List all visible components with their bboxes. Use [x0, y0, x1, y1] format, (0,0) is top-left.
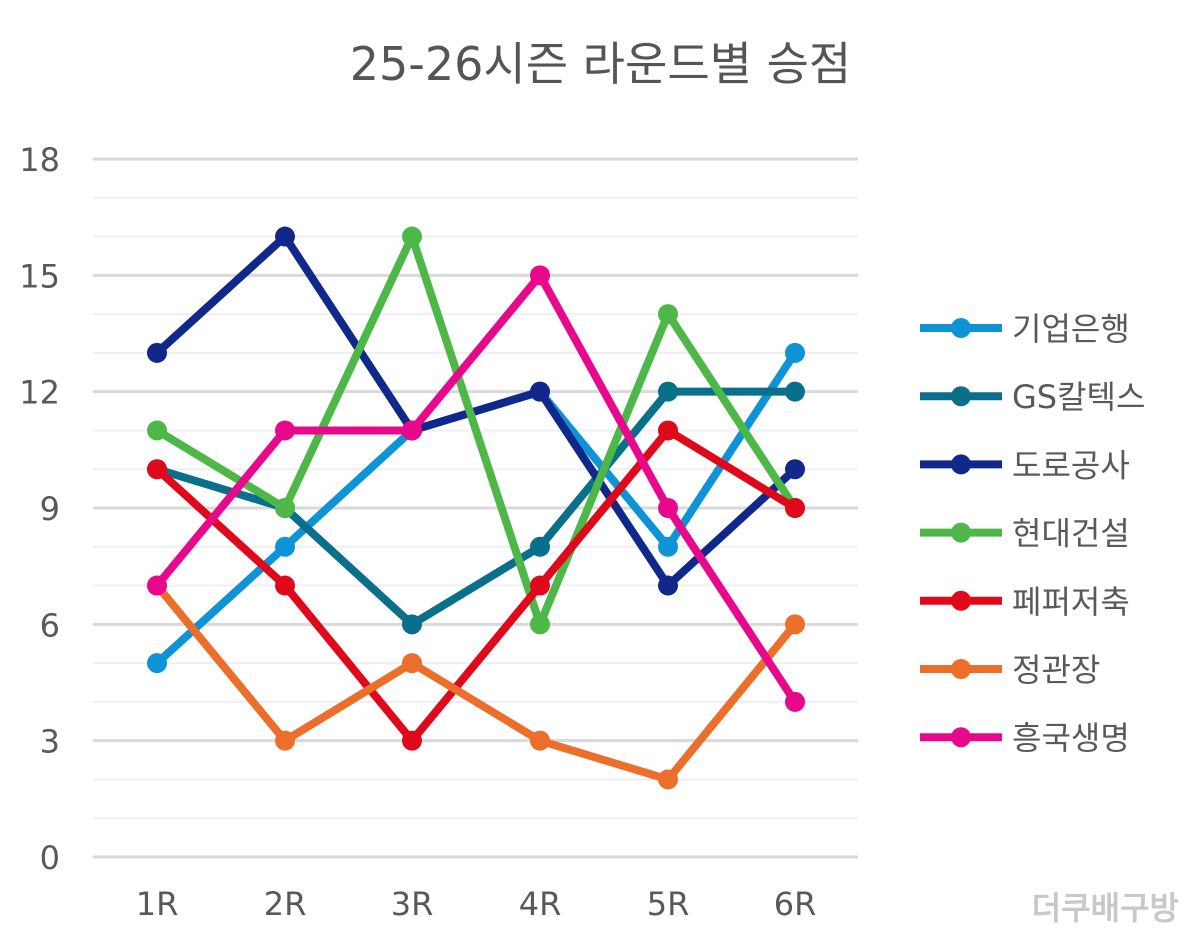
- series-line: [154, 426, 798, 745]
- series-line: [155, 387, 795, 629]
- data-point: [530, 575, 550, 596]
- legend-label: 정관장: [1012, 651, 1100, 689]
- legend-marker: [951, 659, 971, 679]
- legend-label: 도로공사: [1012, 446, 1130, 484]
- x-tick-label: 2R: [264, 885, 307, 923]
- y-tick-label: 15: [19, 257, 60, 295]
- legend-marker: [951, 522, 971, 543]
- data-point: [530, 536, 550, 557]
- series-line: [153, 583, 799, 784]
- data-point: [785, 498, 805, 518]
- data-point: [785, 381, 805, 402]
- data-point: [147, 342, 167, 363]
- data-point: [658, 498, 678, 518]
- legend-label: 흥국생명: [1012, 719, 1130, 757]
- data-point: [785, 459, 805, 480]
- legend-label: 기업은행: [1012, 310, 1130, 348]
- data-point: [147, 653, 167, 674]
- legend-marker: [951, 386, 971, 407]
- legend-marker: [951, 727, 971, 748]
- data-point: [402, 730, 422, 751]
- data-point: [147, 459, 167, 480]
- data-point: [275, 536, 295, 557]
- data-point: [785, 691, 805, 712]
- legend-label: 현대건설: [1012, 515, 1130, 553]
- legend-marker: [951, 318, 971, 338]
- data-point: [658, 769, 678, 790]
- data-point: [275, 730, 295, 751]
- data-point: [147, 420, 167, 441]
- x-tick-label: 3R: [391, 885, 434, 923]
- data-point: [785, 342, 805, 363]
- data-point: [275, 575, 295, 596]
- data-point: [658, 304, 678, 325]
- y-tick-label: 6: [40, 606, 60, 644]
- data-point: [275, 226, 295, 247]
- series-line: [154, 232, 799, 629]
- data-point: [530, 381, 550, 402]
- data-point: [402, 420, 422, 441]
- x-tick-label: 4R: [519, 885, 562, 923]
- data-point: [275, 498, 295, 518]
- data-point: [785, 614, 805, 635]
- data-point: [530, 730, 550, 751]
- data-point: [658, 575, 678, 596]
- data-point: [402, 614, 422, 635]
- legend-label: 페퍼저축: [1012, 583, 1130, 621]
- y-tick-label: 9: [40, 490, 60, 528]
- chart-title: 25-26시즌 라운드별 승점: [349, 37, 852, 91]
- data-point: [275, 420, 295, 441]
- x-tick-label: 1R: [136, 885, 179, 923]
- data-point: [658, 381, 678, 402]
- legend-label: GS칼텍스: [1012, 378, 1145, 416]
- y-tick-label: 0: [40, 839, 60, 877]
- watermark: 더쿠배구방: [1031, 889, 1179, 927]
- data-point: [530, 614, 550, 635]
- y-tick-label: 18: [19, 141, 60, 179]
- data-point: [147, 575, 167, 596]
- legend-marker: [951, 590, 971, 611]
- legend-marker: [951, 454, 971, 475]
- series-line: [153, 271, 799, 705]
- x-tick-label: 5R: [647, 885, 690, 923]
- data-point: [530, 265, 550, 286]
- data-point: [402, 653, 422, 674]
- series-line: [154, 232, 798, 590]
- y-tick-label: 12: [19, 374, 60, 412]
- data-point: [658, 420, 678, 441]
- data-point: [658, 536, 678, 557]
- x-tick-label: 6R: [774, 885, 817, 923]
- y-tick-label: 3: [40, 723, 60, 761]
- data-point: [402, 226, 422, 247]
